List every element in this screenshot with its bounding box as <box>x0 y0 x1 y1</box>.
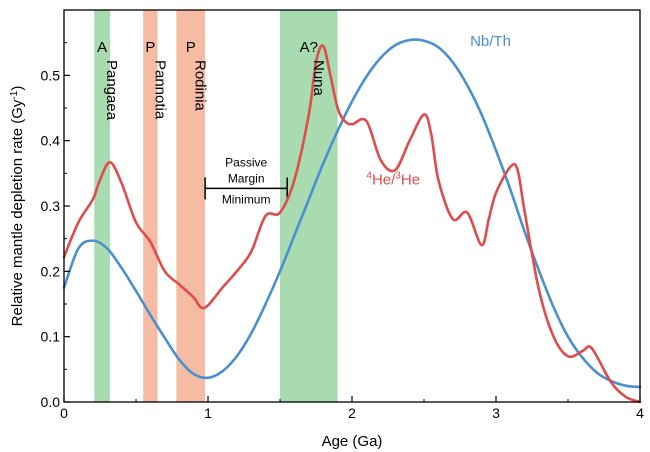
annotation-layer: Passive Margin Minimum <box>204 155 288 206</box>
band-type-label-pangaea: A <box>97 39 107 56</box>
y-tick-label: 0.2 <box>41 263 61 279</box>
x-tick-label: 2 <box>348 405 356 421</box>
series-line-he <box>62 44 642 404</box>
band-name-label-rodinia: Rodinia <box>192 60 209 112</box>
annotation-line-3: Minimum <box>222 192 271 206</box>
y-tick-label: 0.1 <box>41 329 61 345</box>
band-pangaea <box>94 10 111 402</box>
y-axis-title-sup: -1 <box>9 90 20 99</box>
he-label-text-2: He <box>401 171 420 188</box>
y-tick-label: 0.4 <box>41 133 61 149</box>
x-axis-title: Age (Ga) <box>322 433 383 450</box>
he-label-sup-3: 3 <box>395 170 401 181</box>
y-axis-title: Relative mantle depletion rate (Gy-1) <box>9 86 26 327</box>
he-label-sup-4: 4 <box>366 170 372 181</box>
band-rodinia <box>176 10 206 402</box>
band-type-label-rodinia: P <box>186 39 196 56</box>
series-label-he: 4He/3He <box>366 170 420 188</box>
series-label-nb-th: Nb/Th <box>470 33 511 50</box>
band-type-label-pannotia: P <box>145 39 155 56</box>
band-name-label-nuna: Nuna <box>310 60 327 97</box>
labels-layer: A Pangaea P Pannotia P Rodinia A? Nuna Nb/Th 4He/… <box>97 33 511 189</box>
band-nuna <box>280 10 338 402</box>
y-axis-title-main: Relative mantle depletion rate (Gy <box>9 99 26 326</box>
band-name-label-pangaea: Pangaea <box>103 60 120 121</box>
x-tick-label: 4 <box>636 405 644 421</box>
bands-layer <box>94 10 338 402</box>
x-tick-label: 0 <box>60 405 68 421</box>
he-label-text-1: He/ <box>372 171 396 188</box>
y-tick-label: 0.5 <box>41 67 61 83</box>
y-axis-title-end: ) <box>9 86 26 91</box>
y-tick-label: 0.0 <box>41 394 61 410</box>
band-name-label-pannotia: Pannotia <box>151 60 168 120</box>
band-type-label-nuna: A? <box>300 39 318 56</box>
annotation-line-2: Margin <box>228 171 265 185</box>
band-pannotia <box>143 10 158 402</box>
series-layer <box>62 38 642 404</box>
series-line-nb-th <box>62 38 642 389</box>
x-tick-label: 1 <box>204 405 212 421</box>
ticks-layer: 0 1 2 3 4 0.0 0.1 0.2 0.3 0.4 0.5 <box>41 42 644 421</box>
annotation-line-1: Passive <box>225 155 267 169</box>
y-tick-label: 0.3 <box>41 198 61 214</box>
x-tick-label: 3 <box>492 405 500 421</box>
